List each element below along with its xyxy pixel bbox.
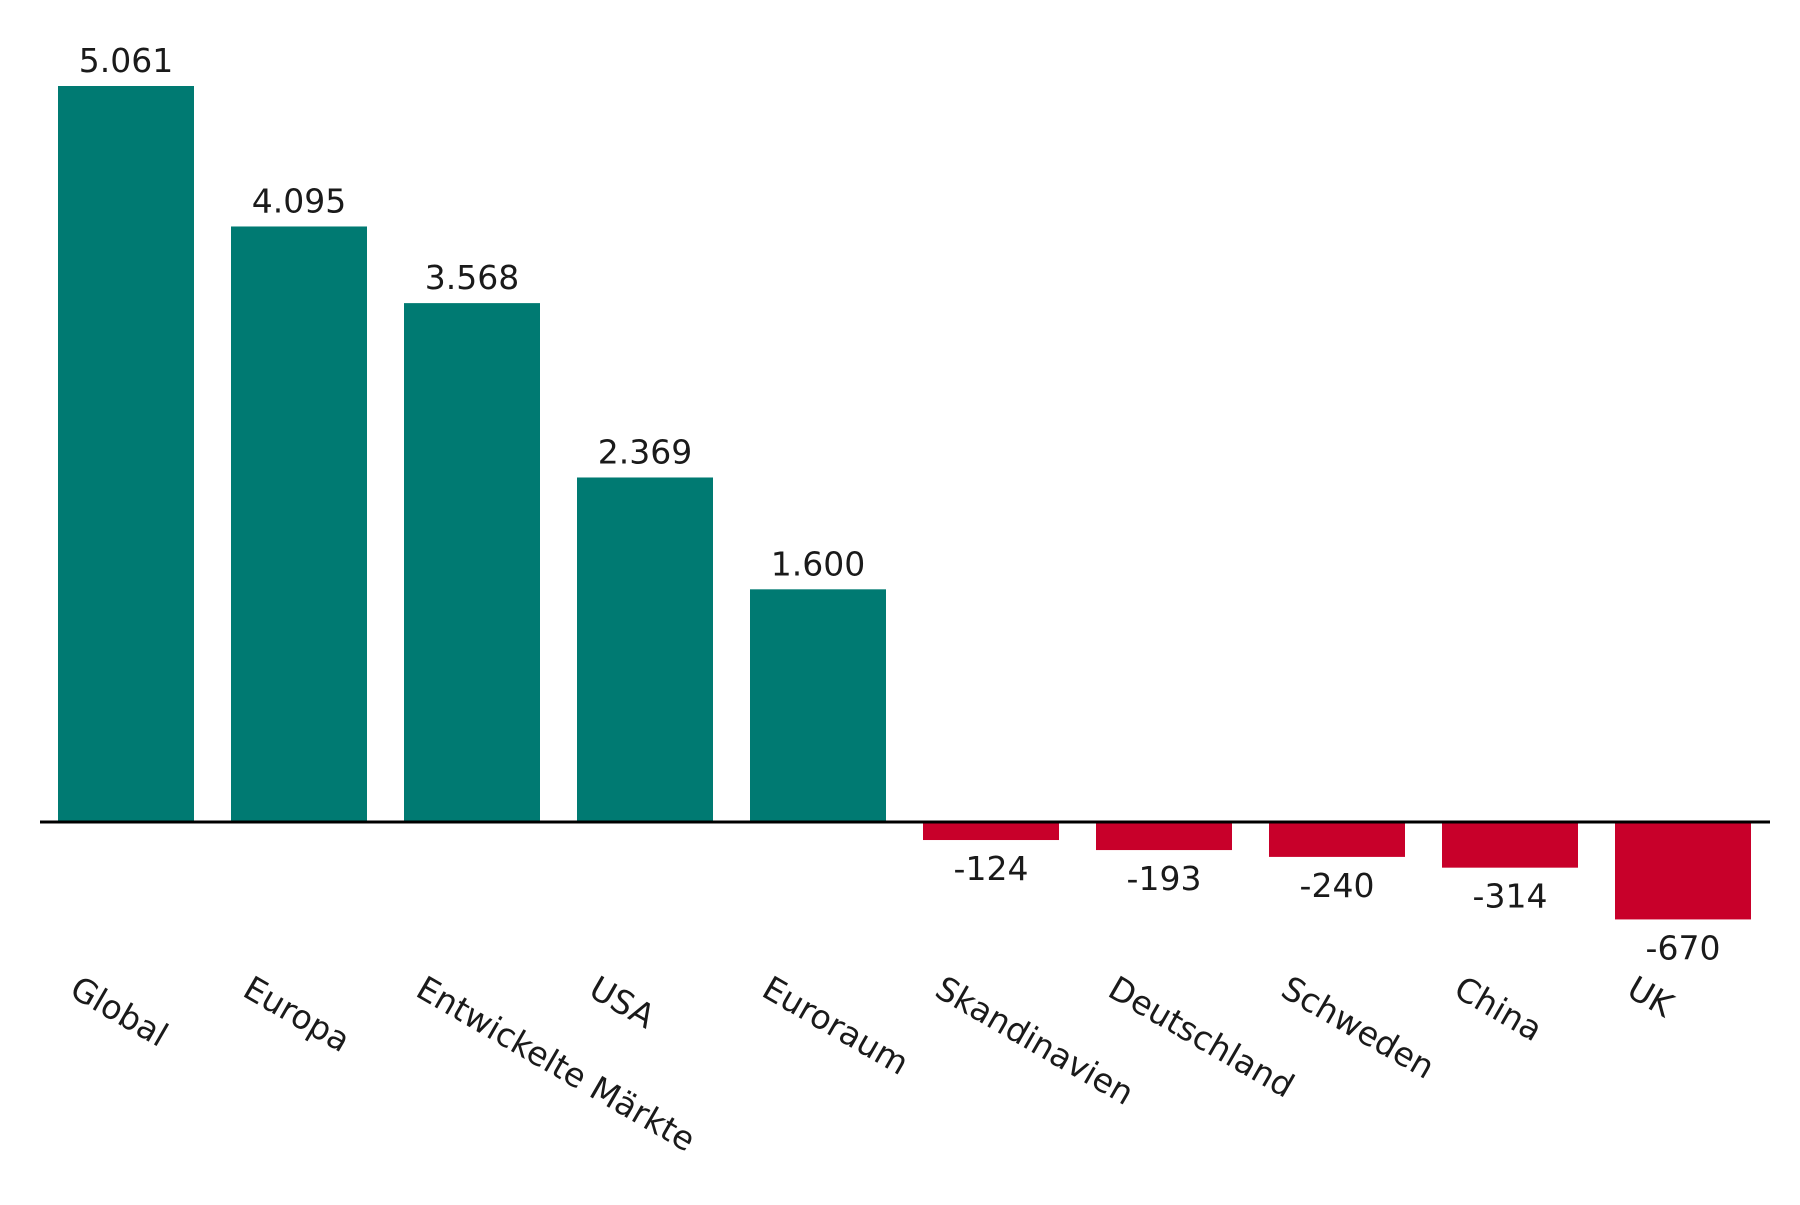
category-label-entwickelte-märkte: Entwickelte Märkte <box>410 968 702 1159</box>
bar-entwickelte-märkte <box>404 303 540 822</box>
bar-usa <box>577 477 713 822</box>
bar-skandinavien <box>923 822 1059 841</box>
value-label-global: 5.061 <box>79 41 173 80</box>
bar-deutschland <box>1096 822 1232 851</box>
value-label-uk: -670 <box>1646 928 1721 967</box>
category-label-schweden: Schweden <box>1275 968 1441 1087</box>
value-labels-group: 5.061 4.095 3.568 2.369 1.600 -124 -193 -240 -31… <box>79 41 1721 967</box>
category-label-uk: UK <box>1621 968 1681 1025</box>
value-label-entwickelte-märkte: 3.568 <box>425 258 519 297</box>
category-label-global: Global <box>64 968 175 1054</box>
category-label-euroraum: Euroraum <box>756 968 915 1083</box>
bar-euroraum <box>750 589 886 822</box>
bar-europa <box>231 226 367 822</box>
bars-group <box>58 86 1751 920</box>
bar-global <box>58 86 194 822</box>
bar-china <box>1442 822 1578 868</box>
bar-uk <box>1615 822 1751 920</box>
category-label-china: China <box>1448 968 1549 1049</box>
value-label-deutschland: -193 <box>1127 859 1202 898</box>
category-label-europa: Europa <box>237 968 357 1060</box>
bar-schweden <box>1269 822 1405 857</box>
value-label-schweden: -240 <box>1300 866 1375 905</box>
value-label-usa: 2.369 <box>598 432 692 471</box>
category-label-usa: USA <box>583 968 662 1036</box>
value-label-skandinavien: -124 <box>954 849 1029 888</box>
value-label-china: -314 <box>1473 877 1548 916</box>
value-label-euroraum: 1.600 <box>771 544 865 583</box>
value-label-europa: 4.095 <box>252 181 346 220</box>
